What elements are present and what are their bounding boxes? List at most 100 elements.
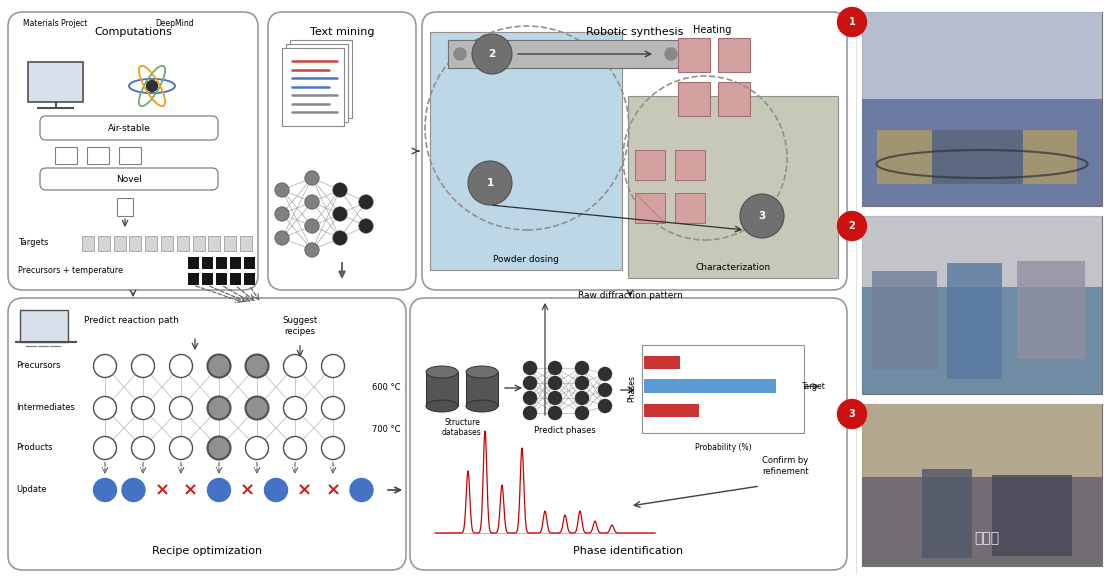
Bar [635,150,665,180]
Text: Air-stable: Air-stable [107,124,151,132]
Bar [947,264,1002,379]
Circle shape [132,436,154,460]
Bar [286,44,348,122]
Text: Recipe optimization: Recipe optimization [152,546,263,556]
Circle shape [265,479,287,502]
Bar [425,372,458,406]
Circle shape [207,479,230,502]
Text: 600 °C: 600 °C [372,383,400,392]
Bar [145,236,157,251]
Bar [675,150,705,180]
Circle shape [321,397,345,420]
Circle shape [246,354,268,377]
Bar [872,271,937,369]
Bar [678,82,710,116]
Circle shape [548,406,562,420]
Text: Confirm by
refinement: Confirm by refinement [762,456,809,476]
Bar [55,147,76,164]
Bar [644,379,776,392]
Circle shape [454,48,466,60]
Text: 2: 2 [849,221,855,231]
Circle shape [284,397,307,420]
Bar [208,236,220,251]
Bar [224,236,236,251]
Bar [290,40,352,118]
Text: 3: 3 [758,211,766,221]
Bar [28,62,83,102]
Text: 700 °C: 700 °C [372,425,400,435]
Bar [82,236,94,251]
Text: Phases: Phases [627,376,636,402]
Bar [644,404,699,417]
Circle shape [332,207,347,221]
Circle shape [575,361,588,375]
Text: Phase identification: Phase identification [574,546,684,556]
FancyBboxPatch shape [40,116,218,140]
Circle shape [93,479,116,502]
Bar [678,38,710,72]
Circle shape [523,361,536,375]
Text: Targets: Targets [18,238,49,246]
Bar [430,32,622,270]
Text: Target: Target [802,382,825,391]
FancyBboxPatch shape [8,298,406,570]
Circle shape [468,161,512,205]
Bar [628,96,838,278]
Circle shape [305,171,319,185]
Text: Materials Project: Materials Project [23,19,88,28]
Circle shape [246,436,268,460]
Bar [878,129,1077,184]
Circle shape [122,479,145,502]
Bar [466,372,497,406]
Circle shape [575,376,588,390]
Bar [862,477,1102,566]
Bar [20,310,68,342]
Bar [862,216,1102,287]
Text: 1: 1 [849,17,855,27]
Bar [862,99,1102,206]
Circle shape [598,383,612,397]
Text: ×: × [297,481,312,499]
Bar [718,82,750,116]
Circle shape [132,354,154,377]
Bar [216,257,227,269]
FancyBboxPatch shape [410,298,847,570]
FancyBboxPatch shape [8,12,258,290]
Bar [244,257,255,269]
Circle shape [146,80,157,91]
Circle shape [575,391,588,405]
Bar [283,48,343,126]
Bar [244,273,255,285]
Circle shape [321,354,345,377]
Text: Update: Update [16,486,47,495]
Text: Powder dosing: Powder dosing [493,255,558,264]
Text: ×: × [326,481,340,499]
Ellipse shape [425,400,458,412]
Text: DeepMind: DeepMind [156,19,194,28]
Bar [635,193,665,223]
Circle shape [93,397,116,420]
Circle shape [93,436,116,460]
Bar [114,236,125,251]
Bar [862,287,1102,394]
Circle shape [548,361,562,375]
Bar [718,38,750,72]
Circle shape [170,397,193,420]
Text: 材料汇: 材料汇 [974,531,999,545]
Text: Text mining: Text mining [310,27,375,37]
Bar [161,236,173,251]
Circle shape [740,194,784,238]
Bar [193,236,205,251]
Text: ×: × [183,481,198,499]
Circle shape [472,34,512,74]
Circle shape [207,397,230,420]
Bar [98,236,110,251]
Circle shape [523,376,536,390]
Circle shape [207,354,230,377]
Circle shape [359,195,373,209]
Circle shape [93,354,116,377]
Text: 2: 2 [489,49,495,59]
Circle shape [305,195,319,209]
Text: Predict reaction path: Predict reaction path [84,316,178,324]
Circle shape [132,397,154,420]
